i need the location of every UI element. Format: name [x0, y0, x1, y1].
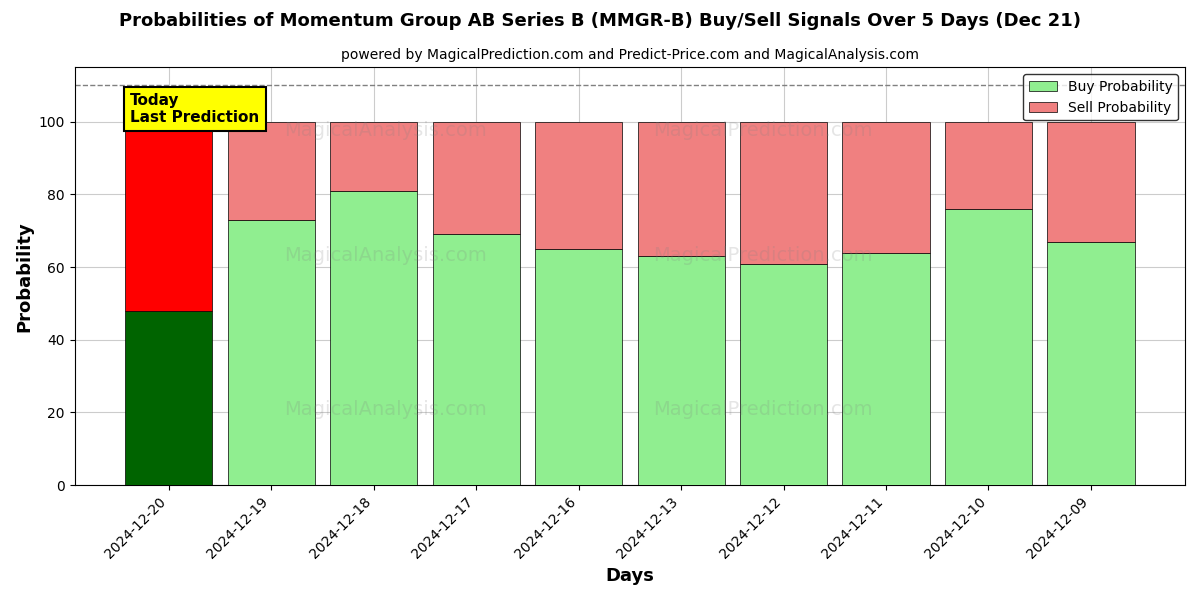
Y-axis label: Probability: Probability [16, 221, 34, 332]
Bar [1048, 122, 1134, 242]
Text: MagicalAnalysis.com: MagicalAnalysis.com [284, 246, 487, 265]
Bar [740, 122, 827, 263]
Text: MagicalAnalysis.com: MagicalAnalysis.com [284, 121, 487, 140]
Bar [228, 122, 314, 220]
Bar [944, 122, 1032, 209]
Title: powered by MagicalPrediction.com and Predict-Price.com and MagicalAnalysis.com: powered by MagicalPrediction.com and Pre… [341, 48, 919, 62]
Bar [842, 253, 930, 485]
Bar [637, 122, 725, 256]
Bar [330, 122, 418, 191]
Bar [125, 122, 212, 311]
Bar [842, 122, 930, 253]
Bar [125, 311, 212, 485]
Bar [228, 220, 314, 485]
Bar [1048, 242, 1134, 485]
Text: MagicalPrediction.com: MagicalPrediction.com [653, 246, 872, 265]
Text: Probabilities of Momentum Group AB Series B (MMGR-B) Buy/Sell Signals Over 5 Day: Probabilities of Momentum Group AB Serie… [119, 12, 1081, 30]
Text: MagicalPrediction.com: MagicalPrediction.com [653, 400, 872, 419]
Bar [535, 249, 622, 485]
Bar [740, 263, 827, 485]
Bar [432, 235, 520, 485]
Bar [535, 122, 622, 249]
Legend: Buy Probability, Sell Probability: Buy Probability, Sell Probability [1024, 74, 1178, 121]
Text: MagicalAnalysis.com: MagicalAnalysis.com [284, 400, 487, 419]
Bar [637, 256, 725, 485]
X-axis label: Days: Days [605, 567, 654, 585]
Text: MagicalPrediction.com: MagicalPrediction.com [653, 121, 872, 140]
Text: Today
Last Prediction: Today Last Prediction [131, 93, 259, 125]
Bar [944, 209, 1032, 485]
Bar [330, 191, 418, 485]
Bar [432, 122, 520, 235]
